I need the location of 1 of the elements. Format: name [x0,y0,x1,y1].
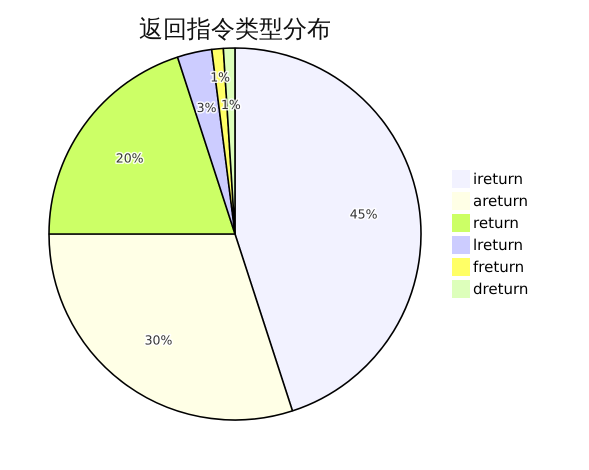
title: 返回指令类型分布 [139,15,331,43]
